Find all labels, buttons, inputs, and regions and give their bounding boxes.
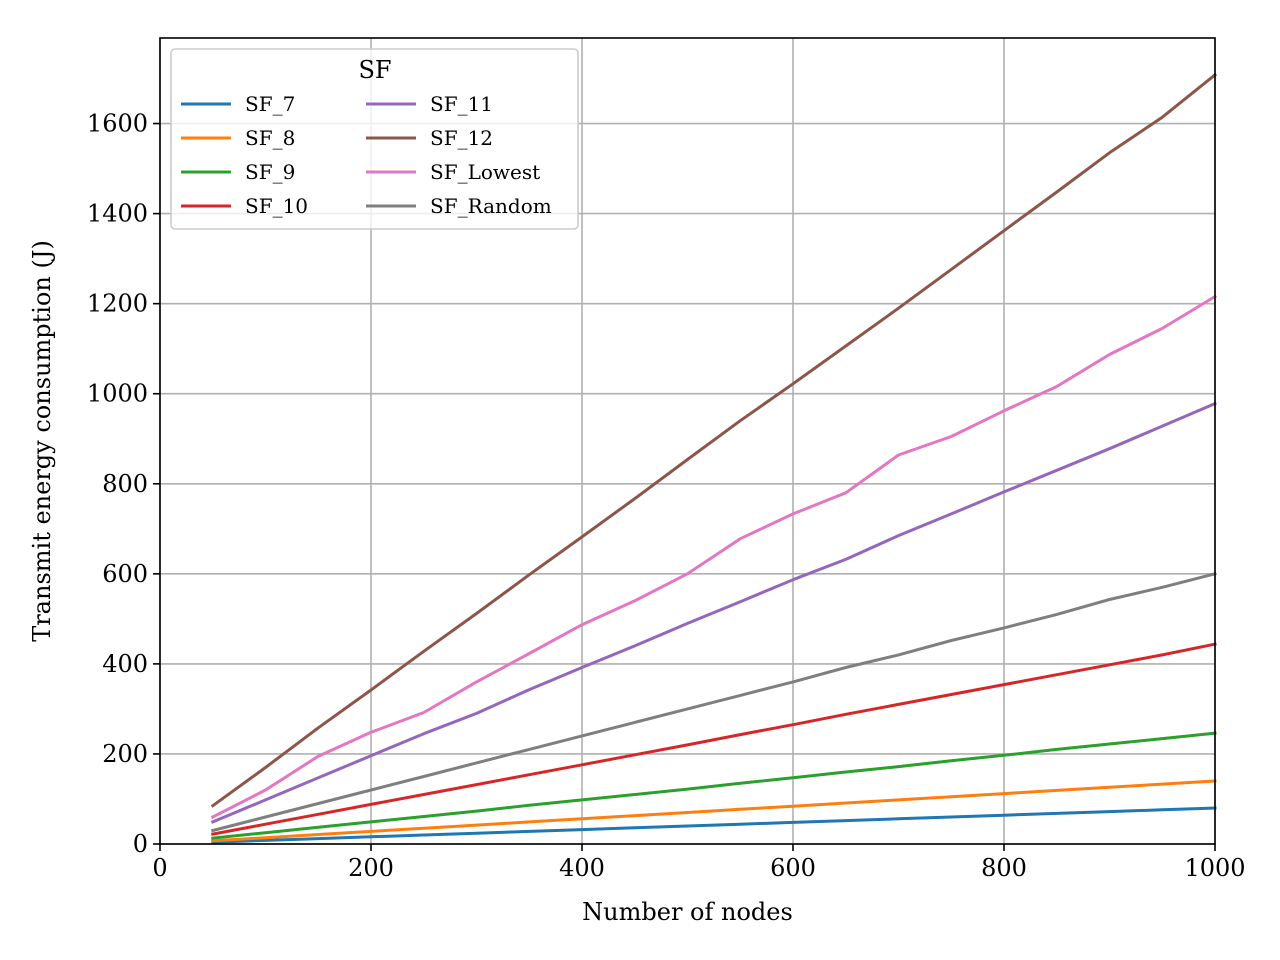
legend-entry-label: SF_Lowest: [430, 160, 540, 184]
series-line-sf-7: [211, 806, 1217, 844]
y-tick-label: 0: [133, 830, 148, 858]
legend-title: SF: [358, 56, 391, 84]
legend-entry-label: SF_8: [245, 126, 295, 150]
y-tick-label: 800: [102, 470, 148, 498]
ticks: 0 200 400 600 800 1000 0 200 400 600 800 1000 1200 14…: [87, 110, 1246, 882]
legend-entry-label: SF_Random: [430, 194, 552, 218]
axes-frame: [159, 37, 1216, 845]
series-line-sf-random: [210, 571, 1217, 833]
x-tick-label: 0: [152, 854, 167, 882]
series-line-sf-12: [210, 72, 1218, 808]
x-tick-label: 200: [348, 854, 394, 882]
legend: SF SF_7 SF_8 SF_9 SF_10 SF_11 SF_12 SF_Lowest S…: [170, 48, 579, 230]
legend-entry-label: SF_10: [245, 194, 308, 218]
y-tick-label: 1600: [87, 110, 148, 138]
x-tick-label: 1000: [1184, 854, 1245, 882]
x-tick-label: 800: [981, 854, 1027, 882]
series-layer: [210, 72, 1218, 844]
series-line-sf-lowest: [210, 294, 1218, 820]
series-line-sf-11: [210, 401, 1217, 824]
x-axis-label: Number of nodes: [582, 898, 793, 926]
y-tick-label: 400: [102, 650, 148, 678]
series-line-sf-10: [211, 642, 1217, 836]
legend-entry-label: SF_7: [245, 92, 295, 116]
series-line-sf-8: [211, 779, 1217, 843]
x-tick-label: 600: [770, 854, 816, 882]
legend-entry-label: SF_12: [430, 126, 493, 150]
y-tick-label: 1000: [87, 380, 148, 408]
y-tick-label: 600: [102, 560, 148, 588]
y-tick-label: 200: [102, 740, 148, 768]
series-line-sf-9: [211, 731, 1217, 840]
y-tick-label: 1200: [87, 290, 148, 318]
x-tick-label: 400: [559, 854, 605, 882]
legend-entry-label: SF_11: [430, 92, 493, 116]
y-axis-label: Transmit energy consumption (J): [28, 240, 56, 642]
y-tick-label: 1400: [87, 200, 148, 228]
legend-entry-label: SF_9: [245, 160, 295, 184]
